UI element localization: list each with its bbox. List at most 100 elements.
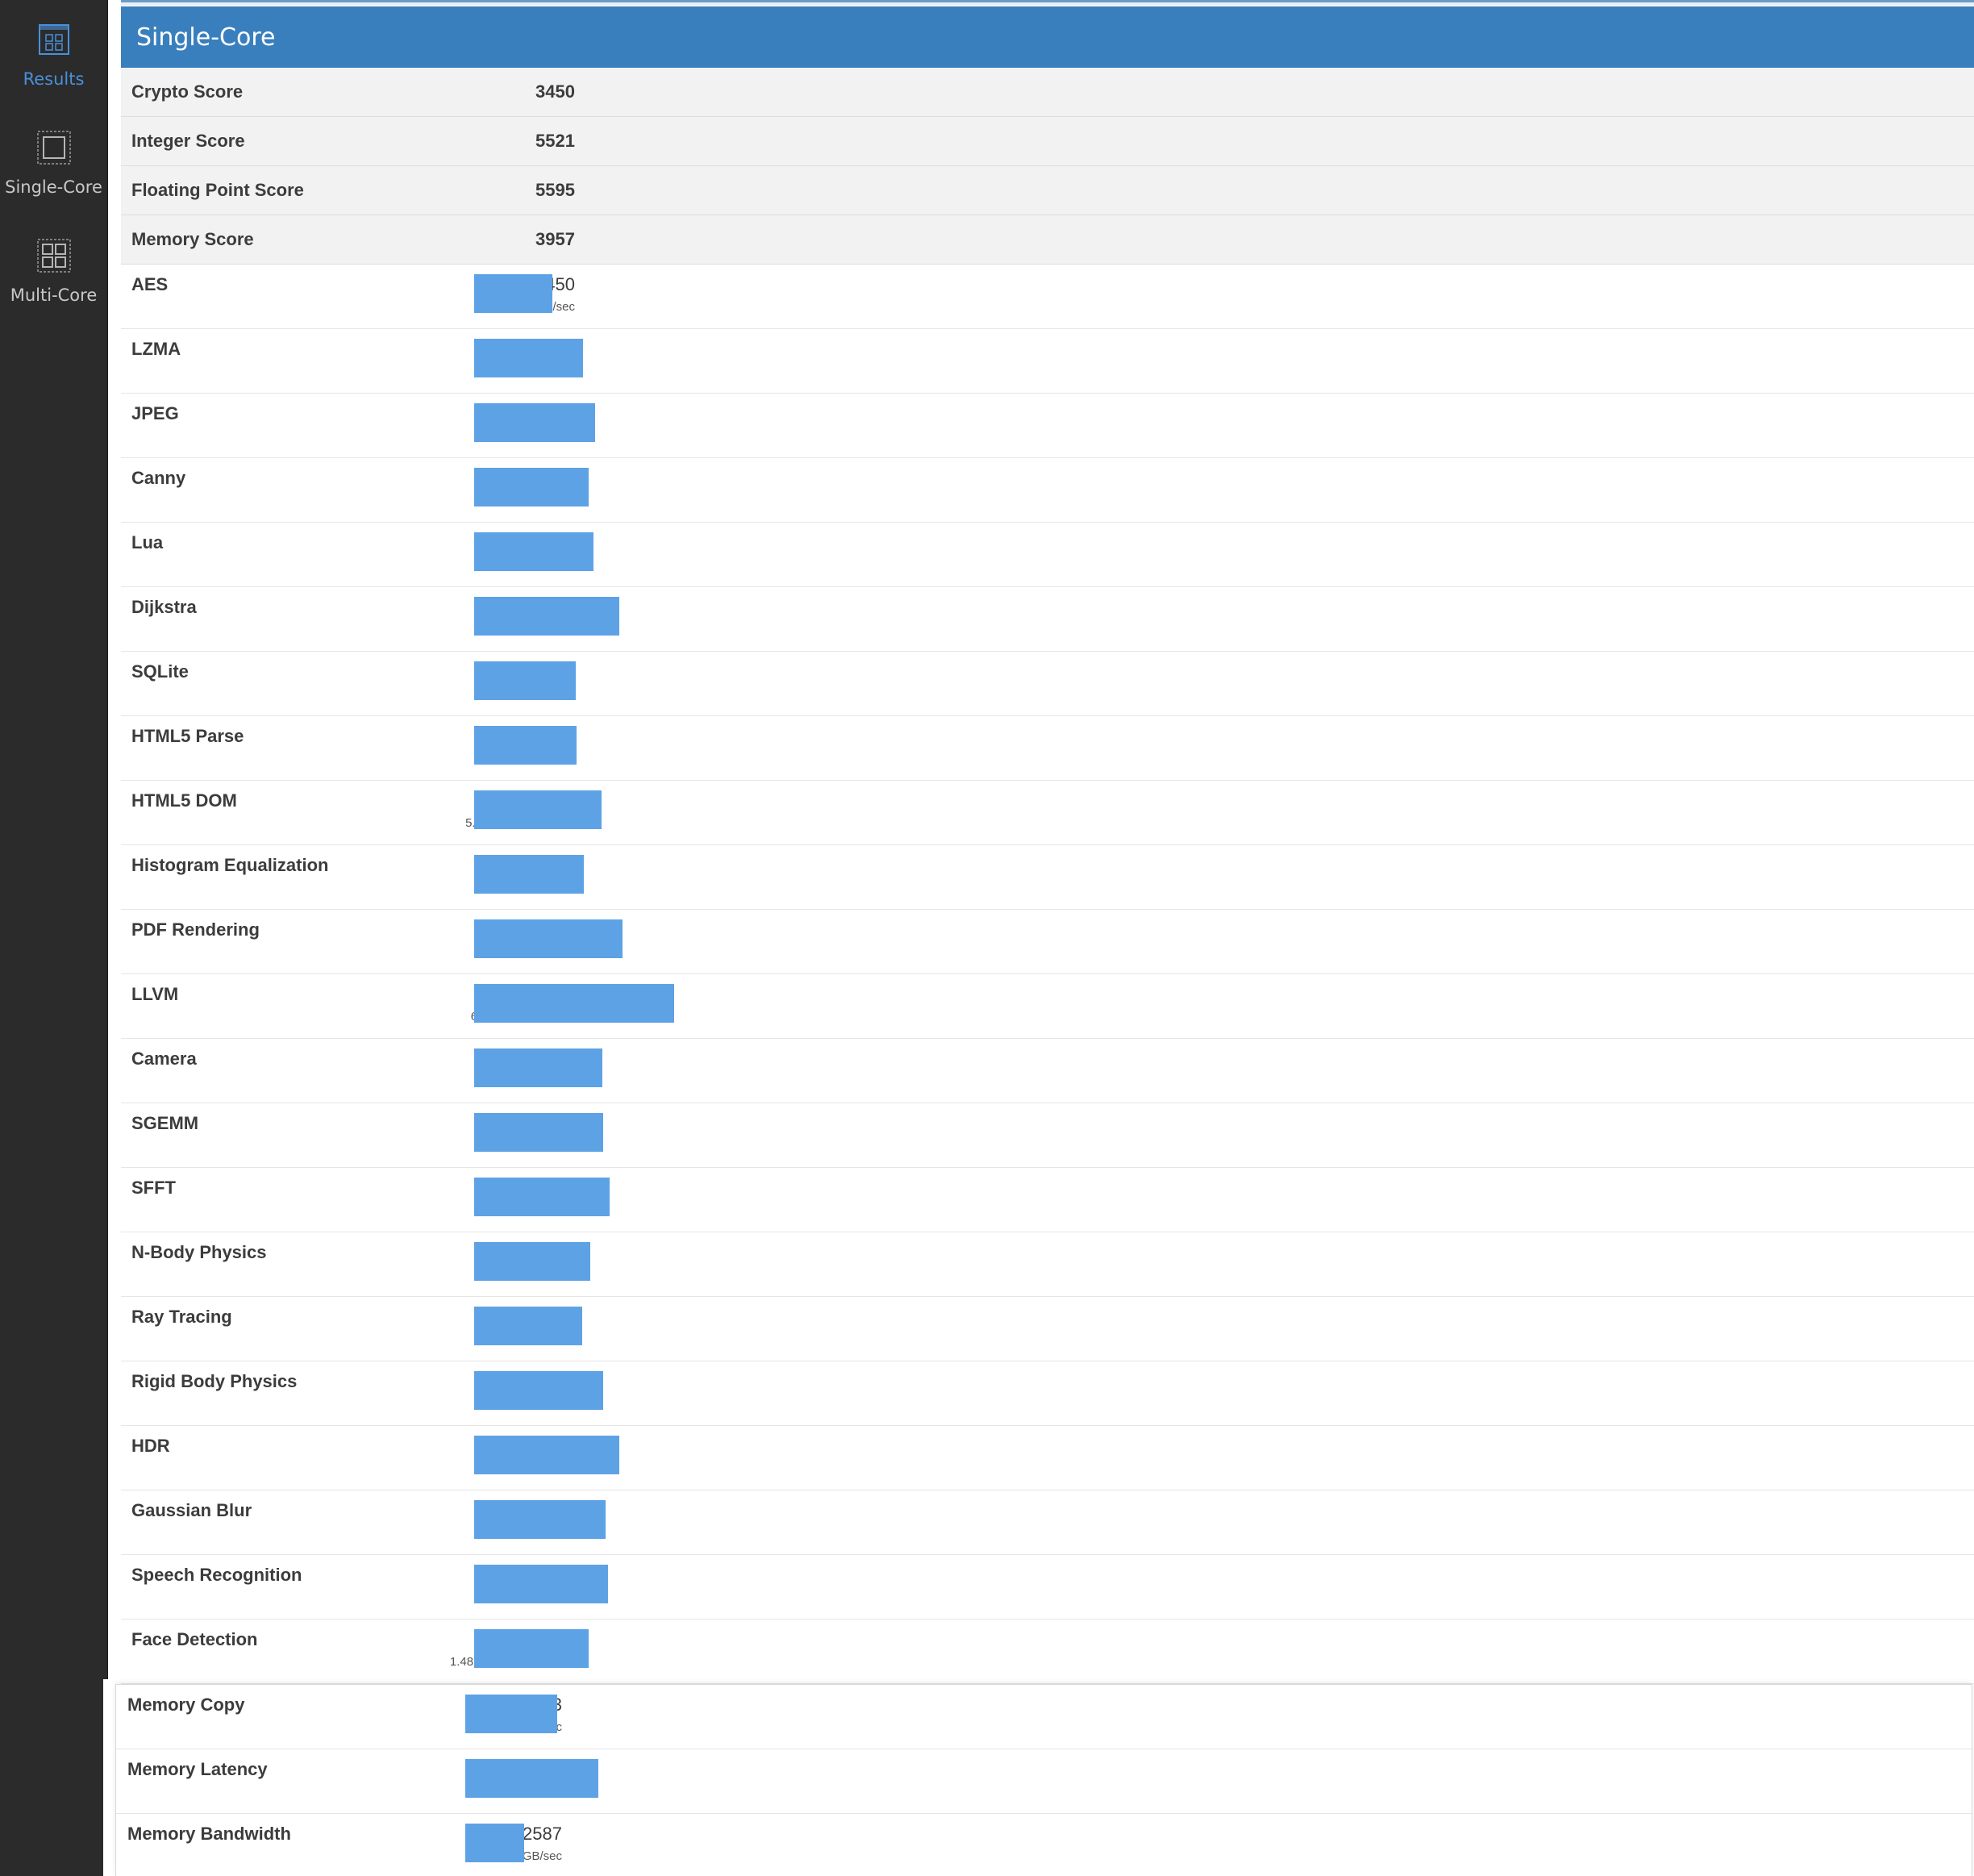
score-bar xyxy=(474,1565,608,1603)
score-bar xyxy=(474,1178,610,1216)
benchmark-name: N-Body Physics xyxy=(131,1242,267,1262)
sidebar-item-results[interactable]: Results xyxy=(0,21,107,118)
benchmark-row: JPEG536143.1 Mpixels/sec xyxy=(121,394,1974,458)
score-bar xyxy=(474,403,595,442)
score-bar xyxy=(474,1629,589,1668)
score-bar xyxy=(474,1048,602,1087)
benchmark-row: Memory Bandwidth 2587 13.8 GB/sec xyxy=(116,1814,1972,1876)
score-bar xyxy=(474,1307,582,1345)
benchmark-row: Gaussian Blur5819101.9 Mpixels/sec xyxy=(121,1490,1974,1555)
summary-score: 5595 xyxy=(535,180,575,200)
benchmark-row: Memory Latency589773.4 ns xyxy=(116,1749,1972,1814)
benchmark-name: PDF Rendering xyxy=(131,919,260,940)
sidebar-item-label: Single-Core xyxy=(5,177,102,197)
benchmark-name: HTML5 DOM xyxy=(131,790,237,811)
benchmark-rate: 13.8 GB/sec xyxy=(495,1849,562,1863)
benchmark-name: SFFT xyxy=(131,1178,176,1198)
benchmark-row: SQLite4477124.1 Krows/sec xyxy=(121,652,1974,716)
benchmark-row: HDR643123.3 Mpixels/sec xyxy=(121,1426,1974,1490)
score-bar xyxy=(474,468,589,507)
score-bar xyxy=(474,855,584,894)
score-bar xyxy=(465,1759,598,1798)
benchmark-name: HDR xyxy=(131,1436,170,1456)
sidebar-item-label: Results xyxy=(23,69,85,89)
summary-score: 3450 xyxy=(535,81,575,102)
score-bar xyxy=(474,1113,603,1152)
sidebar: Results Single-Core Multi-Core xyxy=(0,0,108,1679)
score-bar xyxy=(474,597,619,636)
score-bar xyxy=(474,274,552,313)
sidebar-footer xyxy=(0,1679,103,1876)
benchmark-name: LZMA xyxy=(131,339,181,359)
benchmark-row: PDF Rendering6548174.0 Mpixels/sec xyxy=(121,910,1974,974)
benchmark-row: N-Body Physics51513.85 Mpairs/sec xyxy=(121,1232,1974,1297)
benchmark-row: LLVM8828607.0 functions/sec xyxy=(121,974,1974,1039)
benchmark-name: Face Detection xyxy=(131,1629,258,1649)
score-bar xyxy=(474,339,583,377)
benchmark-name: Memory Copy xyxy=(127,1695,245,1715)
summary-row: Integer Score 5521 xyxy=(121,117,1974,166)
sidebar-item-multi-core[interactable]: Multi-Core xyxy=(0,237,107,334)
benchmark-row: Memory Copy406311.3 GB/sec xyxy=(116,1685,1972,1749)
benchmark-name: Camera xyxy=(131,1048,197,1069)
score-bar xyxy=(474,1500,606,1539)
section-header: Single-Core xyxy=(121,6,1974,68)
summary-score: 3957 xyxy=(535,229,575,249)
benchmark-name: AES xyxy=(131,274,169,294)
benchmark-name: SGEMM xyxy=(131,1113,199,1133)
summary-row: Memory Score 3957 xyxy=(121,215,1974,265)
benchmark-name: SQLite xyxy=(131,661,189,682)
benchmark-row: HTML5 Parse451720.5 MB/sec xyxy=(121,716,1974,781)
benchmark-name: LLVM xyxy=(131,984,179,1004)
sidebar-item-single-core[interactable]: Single-Core xyxy=(0,129,107,226)
score-bar xyxy=(474,919,623,958)
summary-score: 5521 xyxy=(535,131,575,151)
score-bar xyxy=(474,1242,590,1281)
score-bar xyxy=(465,1824,524,1862)
summary-name: Crypto Score xyxy=(131,81,244,102)
score-bar xyxy=(465,1695,557,1733)
benchmark-row: Face Detection50611.48 Msubwindows/sec xyxy=(121,1620,1974,1684)
benchmark-row: SGEMM5706120.6 Gflops xyxy=(121,1103,1974,1168)
results-icon xyxy=(38,24,69,55)
benchmark-name: Ray Tracing xyxy=(131,1307,232,1327)
score-bar xyxy=(474,726,577,765)
multi-core-icon xyxy=(36,239,71,273)
results-panel: Single-Core Crypto Score 3450 Integer Scor… xyxy=(121,6,1974,1684)
benchmark-row: Speech Recognition592750.7 Words/sec xyxy=(121,1555,1974,1620)
benchmark-name: Speech Recognition xyxy=(131,1565,302,1585)
summary-scores: Crypto Score 3450 Integer Score 5521 Floatin… xyxy=(121,68,1974,265)
benchmark-name: Lua xyxy=(131,532,164,552)
benchmark-row: Ray Tracing4780698.0 Kpixels/sec xyxy=(121,1297,1974,1361)
benchmark-name: Gaussian Blur xyxy=(131,1500,252,1520)
benchmark-row: HTML5 DOM56295.10 MElements/sec xyxy=(121,781,1974,845)
score-bar xyxy=(474,532,593,571)
benchmark-row: LZMA48267.54 MB/sec xyxy=(121,329,1974,394)
score-bar xyxy=(474,1436,619,1474)
benchmark-name: Histogram Equalization xyxy=(131,855,329,875)
score-bar xyxy=(474,984,674,1023)
benchmark-row: Dijkstra64134.34 MTE/sec xyxy=(121,587,1974,652)
benchmark-name: Memory Bandwidth xyxy=(127,1824,291,1844)
benchmark-row: AES34502.60 GB/sec xyxy=(121,265,1974,329)
section-title: Single-Core xyxy=(136,23,276,52)
benchmark-row: Camera566315.7 images/sec xyxy=(121,1039,1974,1103)
benchmark-name: Rigid Body Physics xyxy=(131,1371,298,1391)
score-bar xyxy=(474,661,576,700)
benchmark-name: Memory Latency xyxy=(127,1759,268,1779)
memory-benchmark-list: Memory Copy406311.3 GB/secMemory Latency… xyxy=(115,1684,1972,1876)
summary-row: Crypto Score 3450 xyxy=(121,68,1974,117)
benchmark-score: 2587 xyxy=(523,1824,562,1844)
benchmark-name: Canny xyxy=(131,468,186,488)
summary-row: Floating Point Score 5595 xyxy=(121,166,1974,215)
score-bar xyxy=(474,1371,603,1410)
top-divider xyxy=(121,0,1974,6)
summary-name: Floating Point Score xyxy=(131,180,304,200)
benchmark-name: JPEG xyxy=(131,403,179,423)
summary-name: Memory Score xyxy=(131,229,254,249)
benchmark-row: Rigid Body Physics570216693.5 FPS xyxy=(121,1361,1974,1426)
benchmark-row: Canny504670.0 Mpixels/sec xyxy=(121,458,1974,523)
sidebar-item-label: Multi-Core xyxy=(10,286,98,305)
score-bar xyxy=(474,790,602,829)
